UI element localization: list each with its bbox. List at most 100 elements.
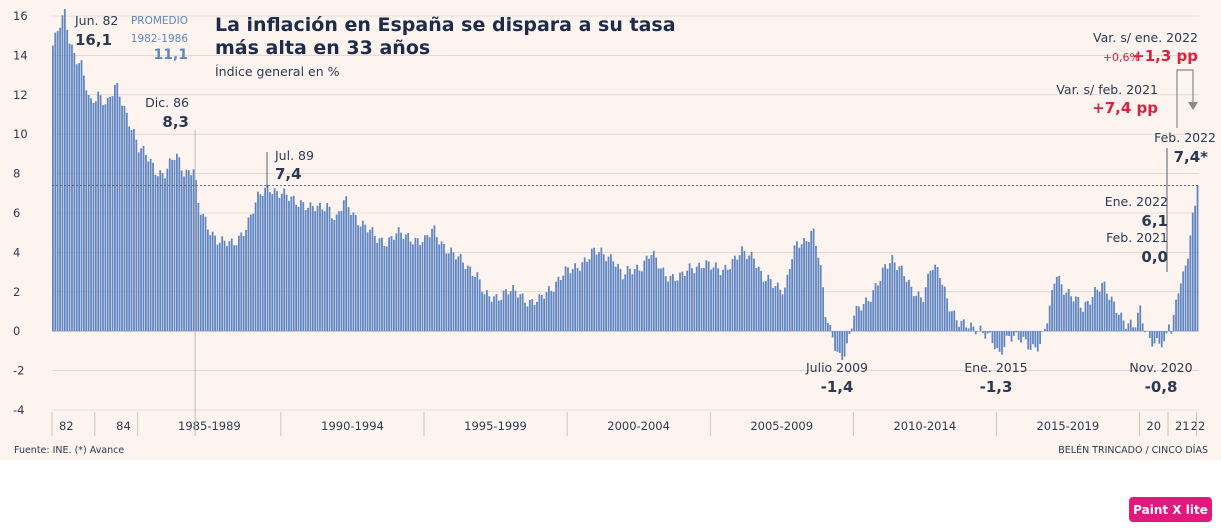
bar bbox=[493, 296, 495, 332]
bar bbox=[829, 324, 832, 332]
bar bbox=[97, 91, 100, 332]
y-tick-label: 12 bbox=[13, 88, 28, 102]
bar bbox=[948, 311, 951, 332]
bar bbox=[817, 257, 820, 332]
bar bbox=[488, 296, 491, 332]
bar bbox=[884, 264, 887, 332]
bar bbox=[652, 250, 655, 332]
bar bbox=[955, 320, 958, 332]
x-tick-label: 2005-2009 bbox=[750, 419, 813, 433]
bar bbox=[125, 112, 128, 332]
bar bbox=[116, 82, 119, 332]
bar bbox=[669, 275, 672, 332]
bar bbox=[245, 229, 247, 332]
bar bbox=[490, 301, 493, 332]
bar bbox=[1029, 331, 1032, 351]
annotation-promedio-period: 1982-1986 bbox=[131, 33, 189, 45]
bar bbox=[1170, 331, 1173, 334]
bar bbox=[662, 267, 665, 332]
bar bbox=[693, 273, 696, 332]
bar bbox=[1163, 331, 1166, 342]
bar bbox=[1160, 331, 1163, 348]
bar bbox=[796, 241, 798, 332]
bar bbox=[416, 238, 419, 332]
bar bbox=[703, 268, 705, 332]
bar bbox=[180, 170, 183, 332]
bar bbox=[886, 268, 889, 332]
bar bbox=[602, 254, 605, 332]
bar bbox=[80, 60, 83, 332]
bar bbox=[195, 180, 197, 332]
bar bbox=[483, 294, 486, 332]
bar bbox=[903, 276, 906, 332]
bar bbox=[521, 293, 524, 332]
bar bbox=[605, 261, 608, 332]
bar bbox=[211, 231, 214, 332]
bar bbox=[1060, 284, 1063, 332]
bar bbox=[748, 255, 751, 332]
bar bbox=[714, 262, 717, 332]
bar bbox=[371, 226, 374, 332]
bar bbox=[78, 63, 81, 332]
annotation-var-feb-pp: +7,4 pp bbox=[1092, 99, 1158, 117]
bar bbox=[307, 207, 309, 332]
bar bbox=[891, 254, 894, 332]
annotation-julio2009-label: Julio 2009 bbox=[805, 360, 868, 375]
bar bbox=[154, 174, 157, 332]
bar bbox=[252, 213, 255, 332]
bar bbox=[617, 263, 619, 332]
bar bbox=[579, 270, 581, 332]
bar bbox=[235, 245, 238, 332]
bar bbox=[993, 331, 996, 350]
bar bbox=[149, 158, 152, 332]
bar bbox=[1120, 312, 1123, 332]
bar bbox=[1191, 212, 1194, 332]
bar bbox=[569, 273, 572, 332]
bar bbox=[1101, 282, 1104, 332]
bar bbox=[197, 203, 200, 332]
bar bbox=[269, 192, 271, 332]
bar bbox=[939, 277, 941, 332]
bar bbox=[221, 236, 224, 332]
bar bbox=[962, 319, 965, 332]
bar bbox=[1132, 327, 1135, 332]
bar bbox=[986, 331, 989, 334]
bar bbox=[71, 44, 73, 332]
bar bbox=[1122, 320, 1125, 332]
bar bbox=[476, 272, 479, 332]
bar bbox=[230, 238, 233, 332]
bar bbox=[731, 259, 734, 332]
bar bbox=[373, 236, 376, 332]
bar bbox=[1156, 331, 1158, 338]
bar bbox=[450, 247, 453, 332]
bar bbox=[965, 327, 968, 332]
bar bbox=[426, 235, 429, 332]
bar bbox=[1184, 265, 1187, 332]
bar bbox=[927, 273, 929, 332]
bar bbox=[822, 287, 825, 332]
bar bbox=[486, 290, 488, 332]
annotation-ene2015-value: -1,3 bbox=[980, 378, 1013, 396]
bar bbox=[827, 323, 829, 332]
bar bbox=[1194, 205, 1197, 332]
bar bbox=[774, 286, 777, 332]
bar bbox=[753, 258, 755, 332]
bar bbox=[393, 239, 395, 332]
bar bbox=[538, 294, 541, 332]
bar bbox=[912, 296, 915, 332]
bar bbox=[1020, 331, 1022, 343]
bar bbox=[137, 152, 140, 332]
bar bbox=[800, 244, 803, 332]
bar bbox=[354, 214, 357, 332]
bar bbox=[266, 184, 269, 332]
x-tick-label: 1985-1989 bbox=[178, 419, 241, 433]
x-tick-label: 2015-2019 bbox=[1036, 419, 1099, 433]
annotation-nov2020-label: Nov. 2020 bbox=[1129, 360, 1192, 375]
bar bbox=[421, 242, 424, 332]
bar bbox=[481, 291, 484, 332]
bar bbox=[1153, 331, 1156, 344]
bar bbox=[433, 225, 436, 332]
bar bbox=[941, 284, 944, 332]
bar bbox=[233, 245, 236, 332]
bar bbox=[295, 204, 298, 332]
